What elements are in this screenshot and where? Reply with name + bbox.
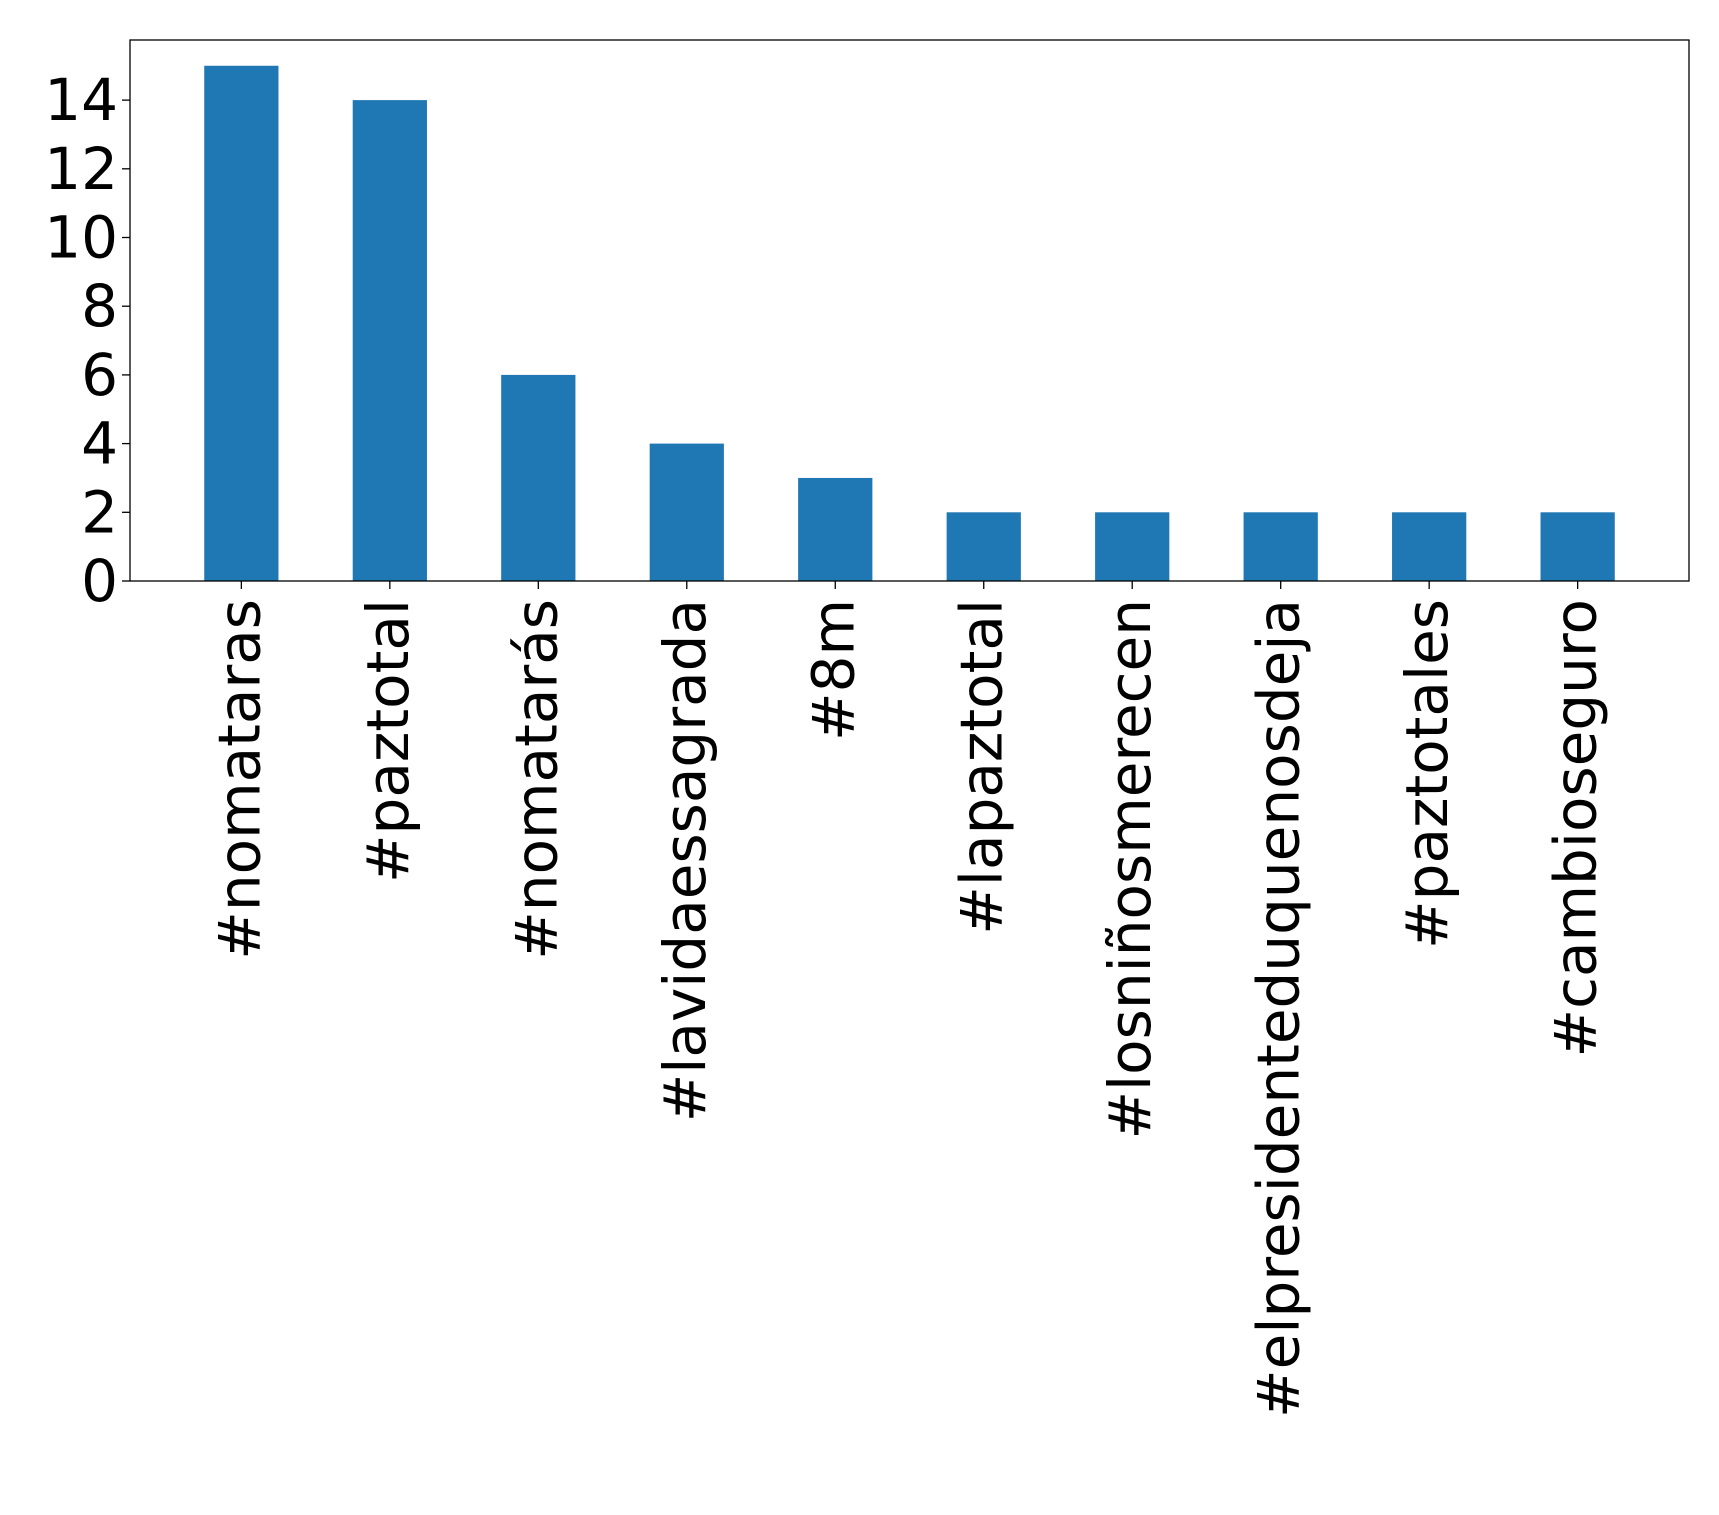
- bar-3: [649, 443, 724, 581]
- x-tick-label-4: #8m: [799, 599, 867, 741]
- x-axis: #nomataras #paztotal #nomatarás #lavidaessa…: [205, 581, 1610, 1418]
- y-tick-label-0: 0: [81, 547, 118, 615]
- bar-4: [798, 477, 873, 581]
- x-tick-label-5: #lapaztotal: [948, 599, 1016, 935]
- bar-6: [1095, 512, 1170, 581]
- x-tick-label-3: #lavidaessagrada: [651, 599, 719, 1122]
- bar-2: [501, 374, 576, 581]
- x-tick-label-8: #paztotales: [1393, 599, 1461, 949]
- x-tick-label-6: #losniñosmerecen: [1096, 599, 1164, 1140]
- y-tick-label-5: 10: [44, 204, 118, 272]
- x-tick-label-1: #paztotal: [354, 599, 422, 883]
- bar-7: [1243, 512, 1318, 581]
- bar-8: [1392, 512, 1467, 581]
- x-tick-label-2: #nomatarás: [502, 599, 570, 960]
- bar-9: [1540, 512, 1615, 581]
- y-tick-label-3: 6: [81, 341, 118, 409]
- y-tick-label-7: 14: [44, 66, 118, 134]
- bars-layer: [204, 65, 1615, 581]
- y-tick-label-1: 2: [81, 478, 118, 546]
- y-tick-label-4: 8: [81, 272, 118, 340]
- x-tick-label-7: #elpresidenteduquenosdeja: [1245, 599, 1313, 1418]
- bar-1: [352, 100, 427, 581]
- bar-0: [204, 65, 279, 581]
- y-tick-label-2: 4: [81, 410, 118, 478]
- y-tick-label-6: 12: [44, 135, 118, 203]
- plot-frame: [129, 39, 1690, 582]
- bar-5: [946, 512, 1021, 581]
- x-tick-label-0: #nomataras: [205, 599, 273, 960]
- x-tick-label-9: #cambioseguro: [1542, 599, 1610, 1057]
